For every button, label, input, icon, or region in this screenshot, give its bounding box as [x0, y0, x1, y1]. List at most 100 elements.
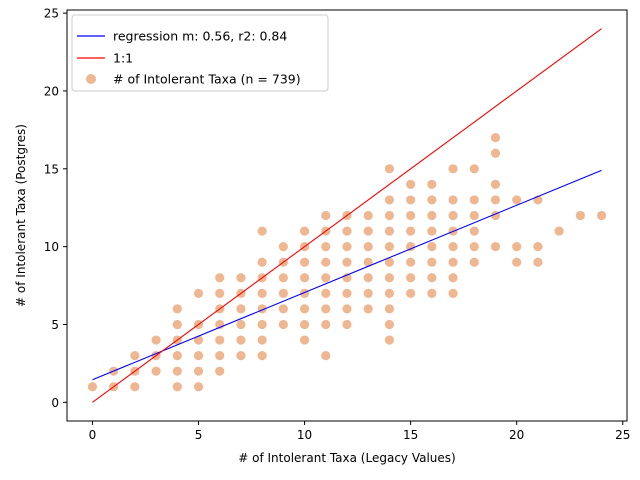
data-point [130, 382, 140, 392]
data-point [469, 164, 479, 174]
data-point [236, 319, 246, 330]
data-point [236, 335, 246, 345]
regression-line [92, 169, 602, 381]
data-point [193, 335, 204, 345]
data-point [257, 335, 267, 345]
legend-swatch-scatter [86, 74, 96, 84]
data-point [299, 304, 310, 314]
data-point [448, 288, 458, 298]
data-point [321, 319, 331, 330]
data-point [299, 335, 310, 345]
y-tick-label: 20 [44, 84, 59, 98]
data-point [363, 210, 373, 221]
data-point [384, 288, 395, 298]
data-point [363, 226, 373, 236]
axis-ticks: 0 5 10 15 20 25 0 5 10 15 20 25 [44, 7, 631, 442]
data-point [257, 257, 267, 267]
x-axis-label: # of Intolerant Taxa (Legacy Values) [238, 451, 455, 465]
data-point [490, 133, 501, 143]
data-point [490, 242, 501, 252]
identity-line [92, 28, 602, 403]
data-point [172, 304, 182, 314]
data-point [384, 304, 395, 314]
data-point [469, 242, 479, 252]
data-point [236, 273, 246, 283]
x-tick-label: 5 [195, 428, 203, 442]
data-point [193, 366, 204, 376]
data-point [278, 242, 288, 252]
series-lines [92, 28, 602, 403]
data-point [512, 242, 522, 252]
data-point [427, 257, 437, 267]
data-point [151, 366, 161, 376]
data-point [236, 351, 246, 361]
data-point [193, 382, 204, 392]
data-point [321, 210, 331, 221]
data-point [321, 273, 331, 283]
data-point [469, 210, 479, 221]
data-point [554, 226, 564, 236]
data-point [427, 288, 437, 298]
data-point [172, 351, 182, 361]
data-point [321, 304, 331, 314]
y-tick-label: 10 [44, 240, 59, 254]
data-point [406, 210, 416, 221]
data-point [448, 273, 458, 283]
data-point [257, 288, 267, 298]
data-point [321, 351, 331, 361]
data-point [384, 273, 395, 283]
data-point [321, 257, 331, 267]
data-point [469, 195, 479, 205]
data-point [87, 382, 98, 392]
data-point [406, 242, 416, 252]
data-point [384, 335, 395, 345]
data-point [427, 273, 437, 283]
data-point [384, 242, 395, 252]
data-point [172, 319, 182, 330]
data-point [406, 257, 416, 267]
y-tick-label: 0 [51, 396, 59, 410]
data-point [384, 164, 395, 174]
data-point [321, 242, 331, 252]
data-point [257, 319, 267, 330]
legend-label-regression: regression m: 0.56, r2: 0.84 [113, 29, 287, 44]
data-point [278, 319, 288, 330]
data-point [384, 210, 395, 221]
data-point [299, 273, 310, 283]
data-point [321, 288, 331, 298]
data-point [448, 242, 458, 252]
data-point [384, 257, 395, 267]
data-point [427, 179, 437, 189]
x-tick-label: 10 [297, 428, 312, 442]
data-point [406, 288, 416, 298]
data-point [151, 335, 161, 345]
data-point [172, 366, 182, 376]
data-point [215, 335, 225, 345]
y-tick-label: 5 [51, 318, 59, 332]
data-point [257, 226, 267, 236]
data-point [575, 210, 585, 221]
data-point [193, 351, 204, 361]
data-point [406, 273, 416, 283]
x-tick-label: 20 [509, 428, 524, 442]
data-point [533, 242, 543, 252]
data-point [469, 226, 479, 236]
data-point [342, 319, 352, 330]
data-point [406, 179, 416, 189]
legend: regression m: 0.56, r2: 0.84 1:1 # of In… [71, 14, 329, 92]
data-point [278, 288, 288, 298]
axes-frame [66, 9, 628, 422]
data-point [363, 257, 373, 267]
data-point [278, 273, 288, 283]
y-tick-label: 15 [44, 162, 59, 176]
data-point [469, 257, 479, 267]
data-point [257, 351, 267, 361]
data-point [448, 210, 458, 221]
data-point [299, 226, 310, 236]
data-point [215, 351, 225, 361]
data-point [427, 210, 437, 221]
data-point [427, 195, 437, 205]
data-point [384, 226, 395, 236]
y-tick-label: 25 [44, 7, 59, 21]
